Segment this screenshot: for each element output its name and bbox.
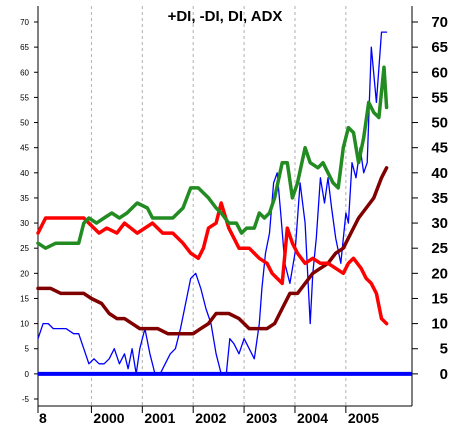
series-line-minus-di [36, 201, 389, 326]
left-tick-label-35: 35 [20, 194, 29, 203]
left-tick-label-55: 55 [20, 93, 29, 102]
left-tick-label-65: 65 [20, 43, 29, 52]
right-tick-label-70: 70 [431, 14, 448, 31]
right-tick-label-60: 60 [431, 64, 448, 81]
right-tick-label-15: 15 [431, 290, 448, 307]
series-line-plus-di [36, 65, 389, 250]
left-tick-label-45: 45 [20, 144, 29, 153]
x-ticks: 8 2000 2001 2002 2003 2004 2005 [37, 406, 379, 426]
right-tick-label-55: 55 [431, 89, 448, 106]
x-tick-label-2000: 2000 [93, 410, 124, 426]
right-tick-label-35: 35 [431, 190, 448, 207]
x-tick-label-8: 8 [39, 410, 47, 426]
x-tick-label-2005: 2005 [348, 410, 379, 426]
right-tick-label-5: 5 [440, 341, 448, 358]
axes [37, 6, 413, 407]
left-tick-label-60: 60 [20, 68, 29, 77]
left-tick-label-10: 10 [20, 320, 29, 329]
right-tick-label-0: 0 [440, 366, 448, 383]
right-tick-label-30: 30 [431, 215, 448, 232]
left-tick-label-0: 0 [25, 370, 30, 379]
right-y-ticks: 0 5 10 15 20 25 30 35 40 45 50 55 60 65 70 [412, 14, 448, 383]
left-tick-label-30: 30 [20, 219, 29, 228]
series-line-adx [36, 166, 389, 336]
right-tick-label-40: 40 [431, 165, 448, 182]
right-tick-label-50: 50 [431, 115, 448, 132]
right-tick-label-65: 65 [431, 39, 448, 56]
left-tick-label-15: 15 [20, 294, 29, 303]
right-tick-label-45: 45 [431, 140, 448, 157]
series-line-dx [37, 31, 388, 375]
x-tick-label-2002: 2002 [195, 410, 226, 426]
x-tick-label-2004: 2004 [297, 410, 328, 426]
left-y-ticks: -5 0 5 10 15 20 25 30 35 40 45 50 55 60 65 70 [20, 18, 38, 404]
left-tick-label-25: 25 [20, 244, 29, 253]
left-tick-label--5: -5 [22, 395, 30, 404]
right-tick-label-20: 20 [431, 265, 448, 282]
left-tick-label-70: 70 [20, 18, 29, 27]
chart-title: +DI, -DI, DI, ADX [168, 8, 283, 25]
right-tick-label-25: 25 [431, 240, 448, 257]
x-tick-label-2001: 2001 [144, 410, 175, 426]
series [36, 31, 412, 376]
left-tick-label-20: 20 [20, 269, 29, 278]
right-tick-label-10: 10 [431, 316, 448, 333]
x-tick-label-2003: 2003 [246, 410, 277, 426]
left-tick-label-40: 40 [20, 169, 29, 178]
left-tick-label-50: 50 [20, 119, 29, 128]
left-tick-label-5: 5 [25, 345, 30, 354]
